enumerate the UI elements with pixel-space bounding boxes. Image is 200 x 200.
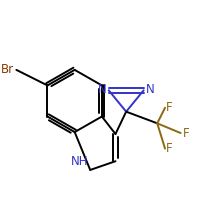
Text: Br: Br — [1, 63, 14, 76]
Text: N: N — [98, 83, 107, 96]
Text: F: F — [183, 127, 189, 140]
Text: F: F — [166, 101, 173, 114]
Text: N: N — [146, 83, 154, 96]
Text: F: F — [166, 142, 173, 155]
Text: NH: NH — [71, 155, 88, 168]
